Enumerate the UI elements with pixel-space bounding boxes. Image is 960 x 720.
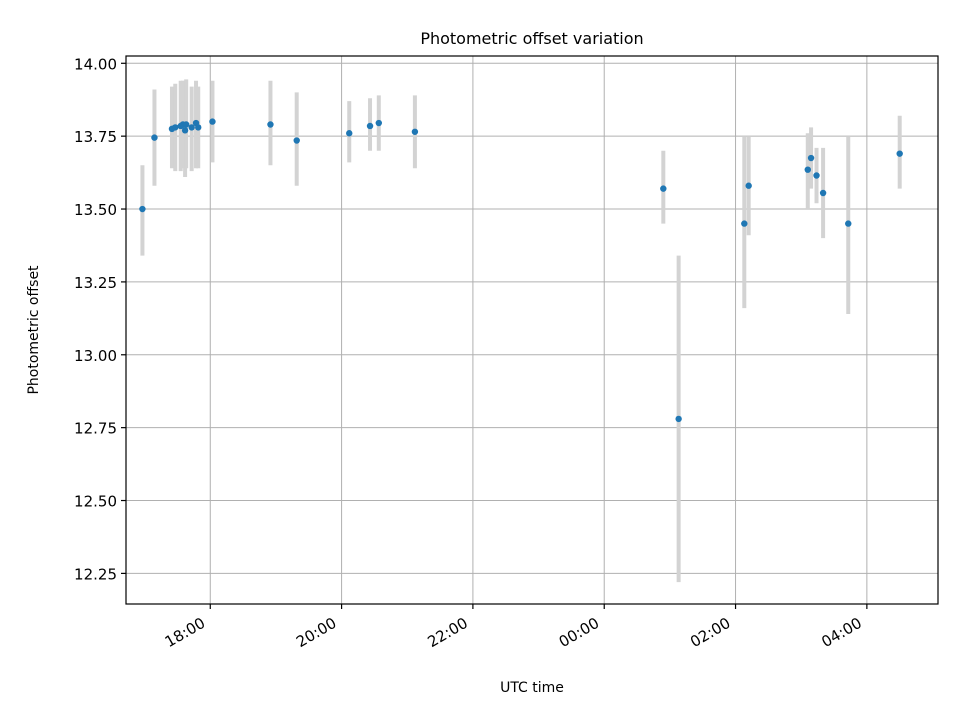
data-point (293, 137, 300, 144)
x-axis-label: UTC time (500, 680, 564, 696)
data-point (139, 205, 146, 213)
x-axis-ticks: 18:00 20:00 22:00 00:00 02:00 04:00 (162, 604, 868, 651)
y-axis-label: Photometric offset (26, 265, 42, 395)
data-point (896, 150, 903, 157)
data-point (845, 220, 852, 227)
y-tick-label: 13.75 (74, 128, 117, 146)
y-tick-label: 12.50 (74, 493, 117, 511)
x-tick-label: 22:00 (424, 614, 470, 651)
y-tick-label: 13.50 (74, 201, 117, 219)
data-point (346, 130, 353, 137)
data-point (819, 189, 827, 197)
data-point (188, 124, 195, 131)
errorbar-layer (140, 79, 902, 583)
data-point (675, 415, 682, 423)
data-point (172, 124, 179, 131)
data-point (182, 121, 190, 128)
data-point (375, 119, 382, 127)
data-point (181, 127, 189, 134)
y-tick-label: 12.75 (74, 420, 117, 438)
data-point (807, 154, 815, 162)
data-point (660, 185, 667, 192)
y-tick-label: 14.00 (74, 55, 117, 73)
grid-layer (126, 56, 938, 604)
point-layer (139, 118, 903, 423)
y-axis-ticks: 12.25 12.50 12.75 13.00 13.25 13.50 13.75 14.00 (74, 55, 126, 583)
data-point (267, 121, 274, 128)
data-point (745, 182, 752, 189)
x-tick-label: 18:00 (162, 614, 208, 651)
data-point (366, 122, 374, 130)
data-point (151, 134, 158, 141)
data-point (411, 128, 419, 135)
y-tick-label: 13.25 (74, 274, 117, 292)
x-tick-label: 04:00 (818, 614, 864, 651)
plot-area-frame (125, 55, 939, 605)
x-tick-label: 20:00 (293, 614, 339, 651)
chart-title: Photometric offset variation (420, 29, 643, 48)
y-tick-label: 12.25 (74, 565, 117, 583)
data-point (804, 166, 811, 173)
x-tick-label: 02:00 (687, 614, 733, 651)
x-tick-label: 00:00 (556, 614, 602, 651)
data-point (209, 118, 216, 125)
data-point (741, 220, 748, 227)
y-tick-label: 13.00 (74, 347, 117, 365)
data-point (813, 172, 820, 179)
data-point (195, 124, 202, 131)
